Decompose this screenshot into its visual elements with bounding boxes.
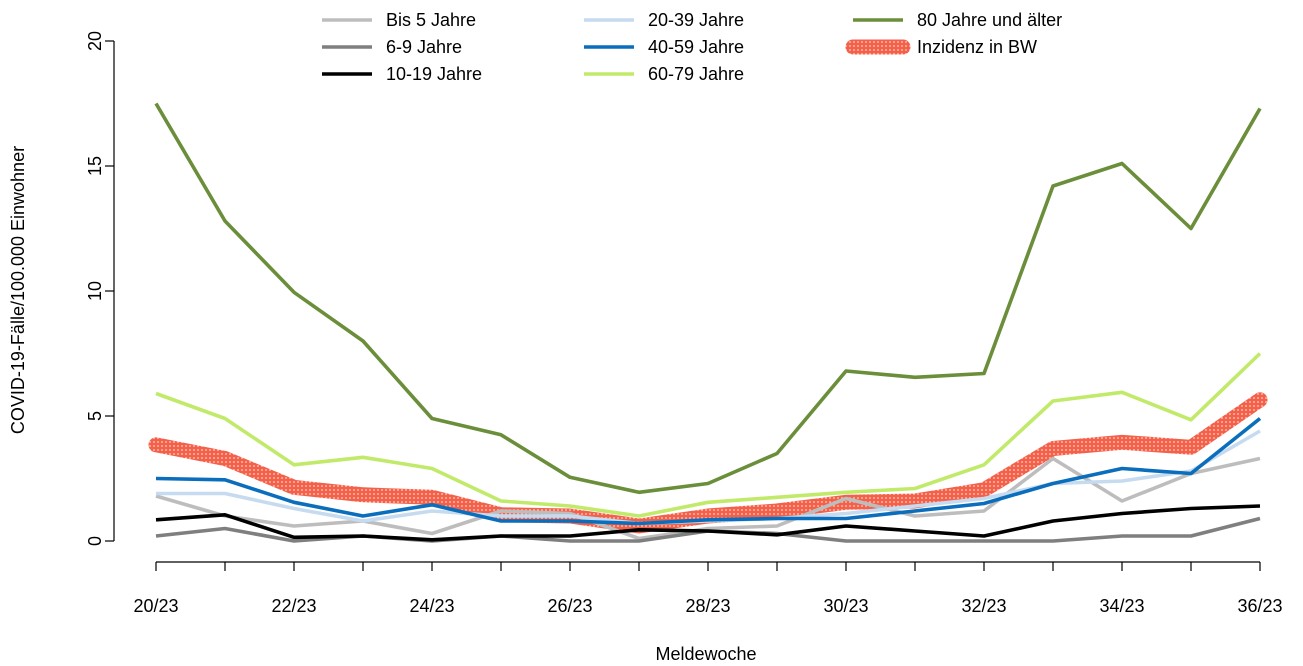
legend-label: 60-79 Jahre <box>648 64 744 84</box>
x-tick-label: 30/23 <box>823 596 868 616</box>
x-tick-label: 20/23 <box>133 596 178 616</box>
series-line-80-jahre-und-lter <box>154 102 1262 495</box>
legend-label: Inzidenz in BW <box>917 37 1037 57</box>
axes: 20/23 22/23 24/23 26/23 28/23 30/23 32/23 34/23… <box>85 31 1283 616</box>
x-axis-title: Meldewoche <box>655 644 756 664</box>
legend-label: 10-19 Jahre <box>386 64 482 84</box>
legend-item: 20-39 Jahre <box>584 10 744 30</box>
x-tick-label: 26/23 <box>547 596 592 616</box>
series-line-60-79-jahre <box>155 352 1262 518</box>
x-tick-label: 36/23 <box>1237 596 1282 616</box>
legend-item: 60-79 Jahre <box>584 64 744 84</box>
legend-item: 6-9 Jahre <box>322 37 462 57</box>
y-tick-label: 0 <box>85 536 105 546</box>
plot-lines <box>148 102 1268 543</box>
legend-item: 80 Jahre und älter <box>853 10 1062 30</box>
legend-item: 10-19 Jahre <box>322 64 482 84</box>
legend-label: 20-39 Jahre <box>648 10 744 30</box>
y-axis-title: COVID-19-Fälle/100.000 Einwohner <box>8 146 28 434</box>
x-tick-label: 24/23 <box>409 596 454 616</box>
y-tick-label: 5 <box>85 411 105 421</box>
x-tick-label: 28/23 <box>685 596 730 616</box>
series-line-bis-5-jahre <box>155 456 1261 541</box>
legend-label: 6-9 Jahre <box>386 37 462 57</box>
legend: Bis 5 Jahre 6-9 Jahre 10-19 Jahre 20-39 Jah… <box>322 10 1062 84</box>
y-tick-label: 15 <box>85 156 105 176</box>
x-tick-label: 32/23 <box>961 596 1006 616</box>
series-line-40-59-jahre <box>155 417 1262 526</box>
y-tick-label: 20 <box>85 31 105 51</box>
legend-label: Bis 5 Jahre <box>386 10 476 30</box>
legend-item: Inzidenz in BW <box>845 37 1037 57</box>
series-line-10-19-jahre <box>155 504 1261 542</box>
legend-label: 80 Jahre und älter <box>917 10 1062 30</box>
legend-item: Bis 5 Jahre <box>322 10 476 30</box>
x-tick-label: 34/23 <box>1099 596 1144 616</box>
y-tick-label: 10 <box>85 281 105 301</box>
legend-label: 40-59 Jahre <box>648 37 744 57</box>
series-line-inzidenz-in-bw <box>148 392 1268 534</box>
x-tick-label: 22/23 <box>271 596 316 616</box>
legend-item: 40-59 Jahre <box>584 37 744 57</box>
